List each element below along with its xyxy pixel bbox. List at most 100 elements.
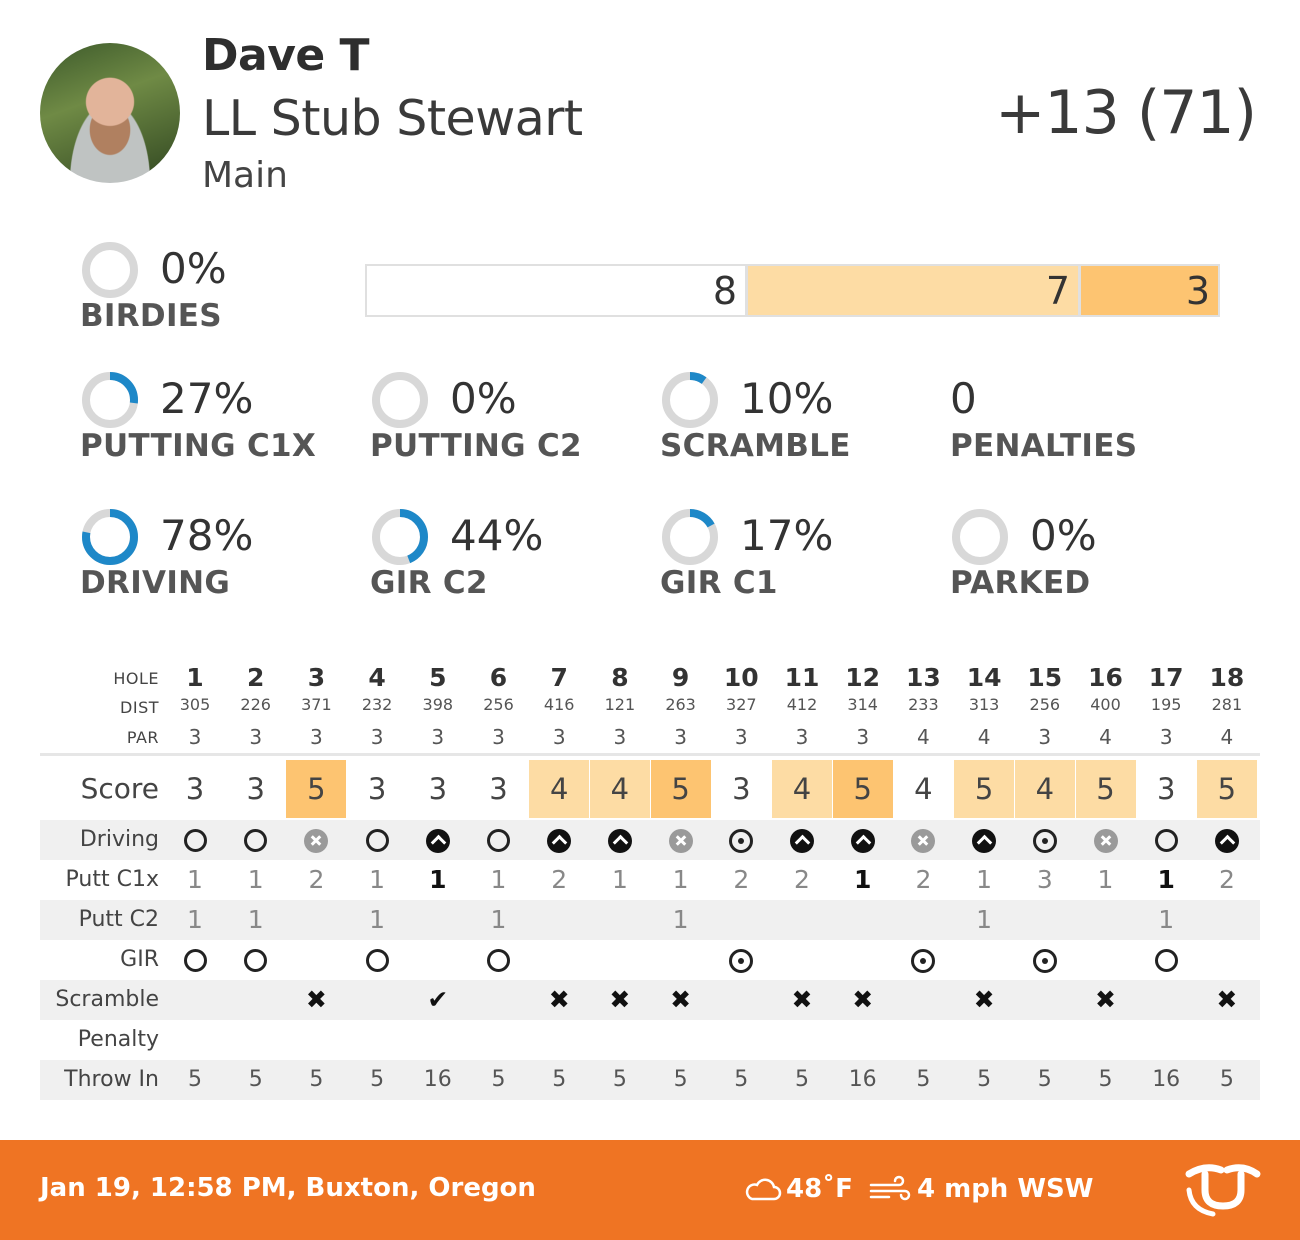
birdies-pct: 0% — [160, 244, 227, 293]
putt-c2-cell — [711, 900, 771, 940]
hole-distance: 281 — [1211, 695, 1243, 714]
gir-c2-label: GIR C2 — [370, 565, 488, 601]
round-date-location: Jan 19, 12:58 PM, Buxton, Oregon — [40, 1173, 536, 1203]
x-circle-icon — [1093, 828, 1118, 853]
putt-c1x-cell: 2 — [733, 865, 750, 894]
putt-c2-cell: 1 — [976, 905, 993, 934]
target-circle-icon — [911, 948, 936, 973]
scramble-fail-icon: ✖ — [852, 985, 874, 1014]
scorecard-divider — [40, 753, 1260, 756]
hole-number: 1 — [186, 663, 204, 692]
putt-c1x-cell: 1 — [976, 865, 993, 894]
birdies-donut — [82, 242, 138, 298]
hole-score: 5 — [650, 760, 711, 818]
throw-in-cell: 5 — [188, 1067, 202, 1092]
donut-fill — [662, 372, 718, 428]
throw-in-cell: 5 — [673, 1067, 688, 1092]
driving-cell — [1136, 820, 1196, 860]
putt-c2-cell — [529, 900, 589, 940]
penalty-row: Penalty — [40, 1020, 1260, 1060]
hole-number: 16 — [1088, 663, 1123, 692]
donut-fill — [82, 372, 138, 428]
putt-c1x-cell: 2 — [794, 865, 810, 894]
hole-distance: 416 — [543, 695, 575, 714]
hole-distance: 263 — [665, 695, 696, 714]
hole-distance: 121 — [604, 695, 636, 714]
gir-cell — [590, 940, 650, 980]
par-row: PAR 3 3 3 3 3 3 3 3 3 3 3 3 4 4 3 4 3 4 — [40, 725, 1260, 755]
penalty-cell — [347, 1020, 407, 1060]
penalty-cell — [893, 1020, 953, 1060]
penalty-row-label: Penalty — [77, 1027, 159, 1052]
putt-c2-cell: 1 — [672, 905, 689, 934]
scramble-fail-icon: ✖ — [609, 985, 631, 1014]
putt-c1x-cell: 1 — [1157, 865, 1175, 894]
target-circle-icon — [729, 828, 754, 853]
throw-in-cell: 5 — [795, 1067, 809, 1092]
hole-number: 8 — [611, 663, 629, 692]
gir-cell — [711, 940, 771, 980]
stat-penalties: 0 PENALTIES — [950, 370, 1230, 480]
hole-par: 4 — [917, 725, 930, 749]
scramble-success-icon: ✔ — [427, 985, 449, 1014]
penalty-cell — [833, 1020, 893, 1060]
up-arrow-circle-icon — [425, 828, 450, 853]
par-header: PAR — [126, 728, 159, 747]
driving-cell — [408, 820, 468, 860]
donut-track — [372, 372, 428, 428]
hole-number: 9 — [671, 663, 690, 692]
player-avatar — [40, 43, 180, 183]
putt-c1x-row-label: Putt C1x — [65, 867, 159, 892]
target-circle-icon — [1032, 948, 1057, 973]
donut-track — [662, 372, 718, 428]
scramble-fail-icon: ✖ — [1216, 985, 1238, 1014]
throw-in-cell: 5 — [552, 1067, 567, 1092]
gir-row: GIR — [40, 940, 1260, 980]
gir-cell — [286, 940, 346, 980]
throw-in-cell: 5 — [916, 1067, 931, 1092]
footer: Jan 19, 12:58 PM, Buxton, Oregon 48˚F 4 … — [0, 1140, 1300, 1240]
x-circle-icon — [668, 828, 693, 853]
hole-par: 3 — [310, 725, 323, 749]
x-circle-icon — [911, 828, 936, 853]
penalty-cell — [954, 1020, 1014, 1060]
scramble-fail-icon: ✖ — [305, 985, 327, 1014]
gir-cell — [1076, 940, 1136, 980]
putt-c2-cell — [833, 900, 893, 940]
driving-cell — [590, 820, 650, 860]
open-circle-icon — [365, 829, 389, 852]
driving-cell — [1197, 820, 1257, 860]
hole-distance: 226 — [240, 695, 271, 714]
hole-score: 4 — [529, 760, 590, 818]
putt-c1x-cell: 2 — [1218, 865, 1235, 894]
driving-cell — [954, 820, 1014, 860]
penalty-cell — [529, 1020, 589, 1060]
putting-c2-pct: 0% — [450, 374, 517, 423]
hole-par: 3 — [552, 725, 566, 749]
hole-number: 7 — [550, 663, 568, 692]
hole-distance: 256 — [1029, 695, 1061, 714]
hole-distance: 412 — [786, 695, 818, 714]
hole-number: 12 — [845, 663, 881, 692]
scramble-fail-icon: ✖ — [791, 985, 813, 1014]
throw-in-cell: 16 — [423, 1067, 452, 1092]
scramble-fail-icon: ✖ — [973, 985, 995, 1014]
donut-track — [82, 242, 138, 298]
scramble-cell — [893, 980, 953, 1020]
throw-in-cell: 5 — [370, 1067, 385, 1092]
penalties-value: 0 — [950, 374, 977, 423]
scramble-label: SCRAMBLE — [660, 428, 851, 464]
hole-par: 3 — [249, 725, 263, 749]
hole-par: 3 — [795, 725, 809, 749]
putt-c2-cell: 1 — [247, 905, 264, 934]
penalties-label: PENALTIES — [950, 428, 1138, 464]
throw-in-cell: 5 — [491, 1067, 506, 1092]
putt-c2-cell — [408, 900, 468, 940]
scramble-row-label: Scramble — [55, 987, 159, 1012]
hole-par: 3 — [1159, 725, 1173, 749]
putt-c2-cell — [1015, 900, 1075, 940]
hole-score: 3 — [185, 772, 205, 806]
hole-distance: 233 — [908, 695, 939, 714]
x-circle-icon — [304, 828, 329, 853]
putt-c2-cell — [590, 900, 650, 940]
